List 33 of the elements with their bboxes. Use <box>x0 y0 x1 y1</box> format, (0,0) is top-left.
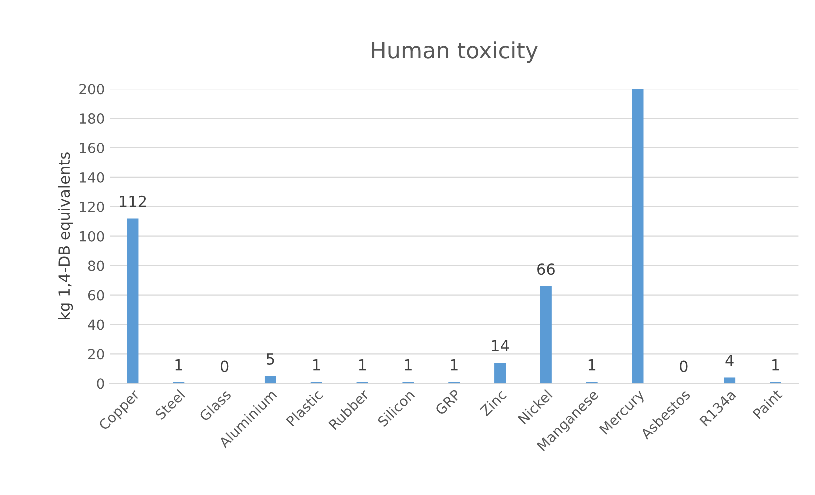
bar <box>724 378 736 384</box>
y-tick-label: 200 <box>80 84 104 95</box>
data-label: 1 <box>313 360 320 371</box>
bar <box>264 376 276 384</box>
data-label: 1 <box>405 360 412 371</box>
y-tick-label: 20 <box>88 349 104 360</box>
y-tick-label: 120 <box>80 202 104 212</box>
y-tick-label: 60 <box>88 290 104 301</box>
data-label: 1 <box>588 360 596 371</box>
data-label: 14 <box>492 340 510 352</box>
data-label: 0 <box>680 360 688 372</box>
y-tick-label: 40 <box>88 320 104 330</box>
data-label: 0 <box>220 360 229 372</box>
y-tick-label: 160 <box>80 142 104 154</box>
data-label: 1 <box>451 360 458 371</box>
data-label: 1 <box>359 360 366 371</box>
y-axis-title: kg 1,4-DB equivalents <box>58 152 74 320</box>
y-tick-label: 0 <box>97 378 104 390</box>
bar <box>540 286 552 384</box>
data-label: 4 <box>726 355 734 366</box>
bar <box>632 89 644 384</box>
data-label: 112 <box>120 196 146 208</box>
data-label: 66 <box>538 264 555 276</box>
chart-title: Human toxicity <box>372 42 538 64</box>
y-tick-label: 180 <box>80 114 104 124</box>
data-label: 1 <box>176 360 182 371</box>
data-label: 1 <box>772 360 780 371</box>
y-tick-label: 100 <box>80 231 104 242</box>
bar <box>494 363 506 384</box>
bar <box>127 218 139 384</box>
data-label: 5 <box>267 354 274 365</box>
y-tick-label: 80 <box>88 260 104 272</box>
y-tick-label: 140 <box>80 172 104 183</box>
